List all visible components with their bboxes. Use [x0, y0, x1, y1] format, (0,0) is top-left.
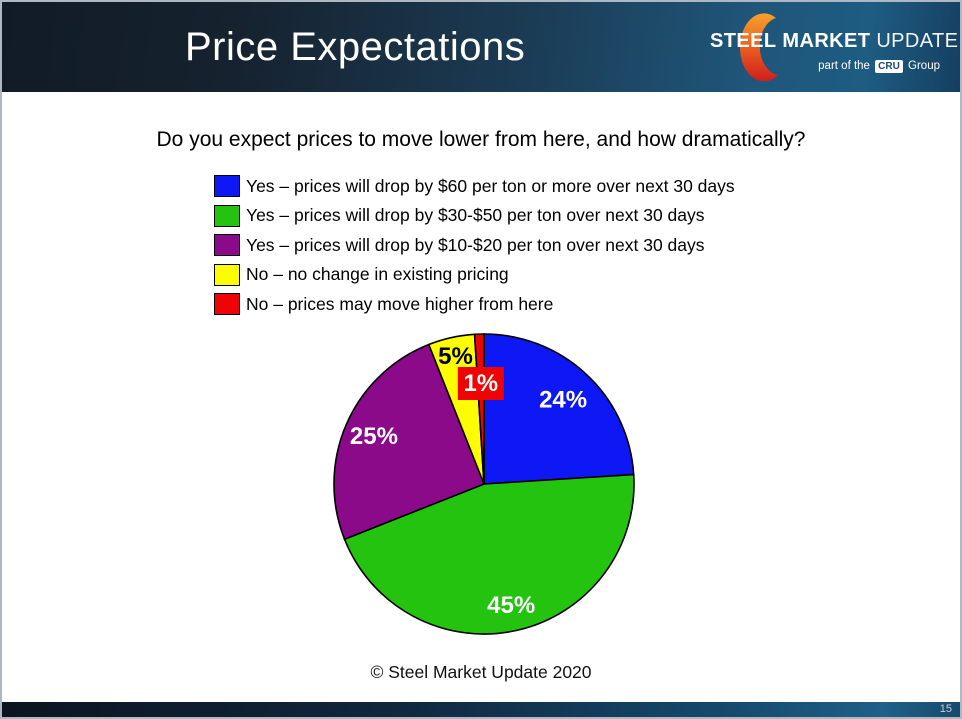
pie-chart: 24% 45% 25% 5%1% [333, 333, 635, 635]
chart-legend: Yes – prices will drop by $60 per ton or… [214, 174, 735, 322]
slide-footer: 15 [2, 702, 960, 717]
legend-item-4: No – prices may move higher from here [214, 292, 735, 316]
pie-label-1%: 1% [463, 370, 498, 397]
logo-wordmark: STEEL MARKET UPDATE [710, 30, 958, 53]
legend-item-3: No – no change in existing pricing [214, 263, 735, 287]
slide-header: Price Expectations STEEL MARKET UPDATE [2, 2, 960, 92]
legend-item-1: Yes – prices will drop by $30-$50 per to… [214, 204, 735, 228]
cru-badge: CRU [875, 60, 903, 73]
legend-label-3: No – no change in existing pricing [246, 264, 509, 284]
legend-label-0: Yes – prices will drop by $60 per ton or… [246, 175, 735, 196]
legend-label-4: No – prices may move higher from here [246, 293, 554, 314]
pie-label-box-1% [457, 367, 504, 400]
legend-swatch-1 [214, 204, 240, 227]
logo-word-steel: STEEL [710, 30, 777, 52]
legend-swatch-3 [214, 263, 240, 286]
pie-label-45%: 45% [487, 592, 535, 619]
legend-label-1: Yes – prices will drop by $30-$50 per to… [246, 205, 705, 225]
tagline-suffix: Group [908, 60, 940, 72]
logo-word-update: UPDATE [876, 30, 959, 52]
page-title: Price Expectations [185, 24, 526, 69]
crescent-icon [739, 13, 778, 81]
pie-slice-24% [483, 333, 635, 485]
logo-word-market: MARKET [782, 30, 871, 52]
legend-swatch-4 [214, 293, 240, 315]
pie-label-25%: 25% [350, 423, 398, 450]
pie-label-5%: 5% [438, 343, 473, 370]
pie-label-24%: 24% [539, 386, 587, 413]
legend-item-2: Yes – prices will drop by $10-$20 per to… [214, 233, 735, 257]
logo-tagline: part of the CRU Group [818, 60, 940, 73]
legend-swatch-2 [214, 234, 240, 256]
pie-slice-25% [333, 343, 486, 541]
pie-slice-45% [343, 473, 635, 635]
copyright-text: © Steel Market Update 2020 [370, 662, 592, 682]
legend-label-2: Yes – prices will drop by $10-$20 per to… [246, 234, 705, 255]
smu-logo: STEEL MARKET UPDATE part of the CRU Grou… [702, 6, 958, 88]
page-number: 15 [939, 703, 952, 715]
legend-item-0: Yes – prices will drop by $60 per ton or… [214, 174, 735, 198]
question-text: Do you expect prices to move lower from … [156, 128, 806, 151]
tagline-prefix: part of the [818, 60, 870, 72]
legend-swatch-0 [214, 175, 240, 197]
